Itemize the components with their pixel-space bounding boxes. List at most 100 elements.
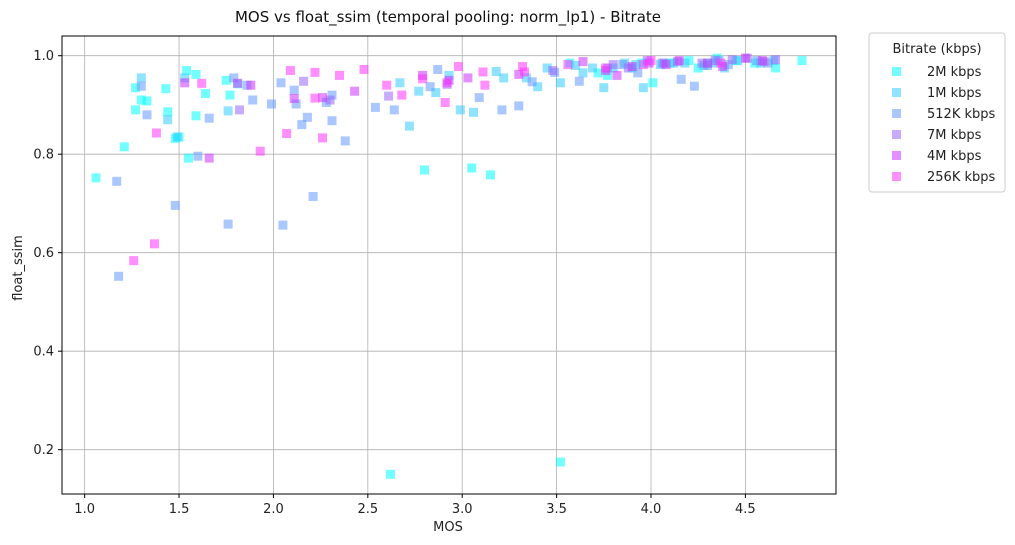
data-point: [455, 105, 465, 115]
data-point: [674, 56, 684, 66]
legend-label: 1M kbps: [927, 86, 982, 101]
data-point: [593, 68, 603, 78]
data-point: [255, 146, 265, 156]
data-point: [716, 58, 726, 68]
x-tick-label: 3.5: [546, 502, 567, 517]
data-point: [757, 56, 767, 66]
data-point: [397, 90, 407, 100]
y-tick-label: 0.6: [33, 246, 54, 261]
data-point: [276, 78, 286, 88]
data-point: [563, 60, 573, 70]
data-point: [514, 101, 524, 111]
data-point: [382, 80, 392, 90]
data-point: [221, 75, 231, 85]
data-point: [574, 76, 584, 86]
data-point: [521, 73, 531, 83]
legend-label: 4M kbps: [927, 149, 982, 164]
data-point: [112, 176, 122, 186]
data-point: [395, 78, 405, 88]
data-point: [420, 165, 429, 175]
data-point: [318, 133, 327, 143]
legend-label: 2M kbps: [927, 65, 982, 80]
data-point: [184, 153, 193, 163]
data-point: [302, 112, 312, 122]
data-point: [386, 469, 395, 479]
data-point: [136, 73, 146, 83]
data-point: [142, 110, 152, 120]
data-point: [204, 153, 214, 163]
data-point: [676, 74, 686, 84]
data-point: [689, 81, 699, 91]
data-point: [661, 60, 671, 70]
data-point: [229, 73, 239, 83]
data-point: [752, 56, 762, 66]
x-tick-label: 2.5: [357, 502, 378, 517]
data-point: [289, 94, 299, 103]
data-point: [191, 69, 201, 79]
data-point: [389, 105, 399, 115]
data-point: [693, 63, 703, 73]
data-point: [697, 58, 707, 68]
legend-marker: [892, 88, 901, 97]
data-point: [414, 86, 424, 96]
y-tick-label: 0.2: [33, 443, 54, 458]
data-point: [170, 200, 180, 210]
x-tick-label: 2.0: [263, 502, 284, 517]
data-point: [710, 56, 720, 66]
y-tick-label: 0.4: [33, 345, 54, 360]
data-point: [542, 63, 552, 73]
data-point: [150, 239, 159, 249]
data-point: [291, 99, 301, 109]
data-point: [612, 70, 622, 80]
data-point: [278, 220, 288, 230]
data-point: [248, 95, 258, 105]
data-point: [310, 93, 320, 103]
data-point: [703, 58, 713, 68]
data-point: [308, 192, 318, 201]
data-point: [588, 63, 597, 73]
legend-marker: [892, 109, 901, 118]
data-point: [633, 68, 643, 78]
data-point: [131, 105, 141, 115]
x-tick-label: 1.0: [74, 502, 95, 517]
data-point: [578, 57, 588, 67]
data-point: [520, 67, 529, 77]
data-point: [433, 65, 443, 74]
data-point: [335, 70, 344, 80]
data-point: [223, 219, 233, 229]
data-point: [142, 96, 152, 106]
data-point: [603, 70, 613, 80]
x-tick-label: 1.5: [169, 502, 190, 517]
data-point: [114, 271, 124, 281]
data-point: [163, 107, 173, 117]
x-tick-label: 3.0: [452, 502, 473, 517]
data-point: [486, 170, 495, 180]
data-point: [299, 76, 309, 86]
data-point: [440, 98, 450, 107]
data-point: [771, 63, 781, 73]
data-point: [771, 55, 781, 65]
data-point: [191, 111, 201, 121]
data-point: [646, 56, 656, 66]
data-point: [318, 93, 327, 103]
plot-area-frame: [61, 35, 837, 495]
data-point: [163, 115, 173, 125]
data-point: [327, 116, 337, 126]
data-points: [91, 53, 807, 479]
x-tick-label: 4.5: [735, 502, 756, 517]
data-point: [469, 107, 478, 117]
data-point: [197, 78, 207, 88]
data-point: [91, 173, 101, 183]
data-point: [285, 66, 295, 75]
legend-marker: [892, 67, 901, 76]
data-point: [571, 61, 580, 70]
data-point: [518, 62, 528, 71]
data-point: [555, 78, 565, 88]
data-point: [797, 56, 807, 66]
data-point: [327, 90, 337, 100]
data-point: [384, 91, 394, 101]
y-axis-label: float_ssim: [11, 235, 26, 301]
data-point: [491, 67, 501, 76]
data-point: [638, 83, 648, 93]
